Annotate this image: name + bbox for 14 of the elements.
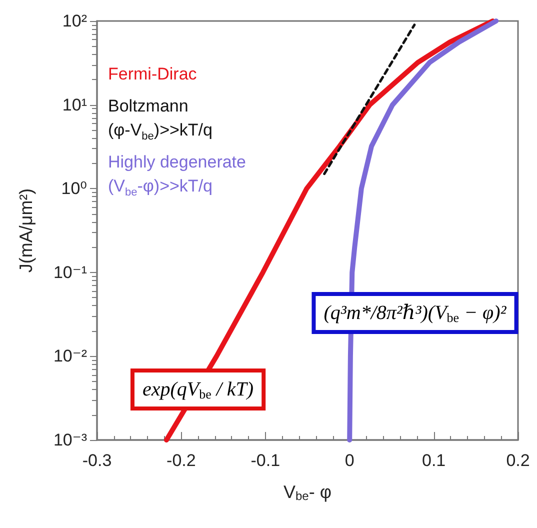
x-tick-label: 0 — [344, 451, 354, 470]
y-axis-title: J(mA/μm²) — [16, 188, 36, 273]
y-tick-label: 10¹ — [62, 95, 88, 114]
y-tick-label: 10⁰ — [61, 179, 88, 198]
x-tick-label: 0.1 — [422, 451, 446, 470]
x-tick-label: 0.2 — [506, 451, 530, 470]
x-tick-label: -0.2 — [166, 451, 196, 470]
x-tick-label: -0.1 — [250, 451, 280, 470]
y-tick-label: 10⁻² — [53, 346, 88, 366]
text: Fermi-Dirac — [108, 64, 198, 84]
x-tick-label: -0.3 — [82, 451, 112, 470]
y-tick-label: 10⁻¹ — [53, 262, 88, 282]
y-tick-label: 10² — [62, 12, 88, 30]
y-tick-label: 10⁻³ — [53, 430, 88, 450]
